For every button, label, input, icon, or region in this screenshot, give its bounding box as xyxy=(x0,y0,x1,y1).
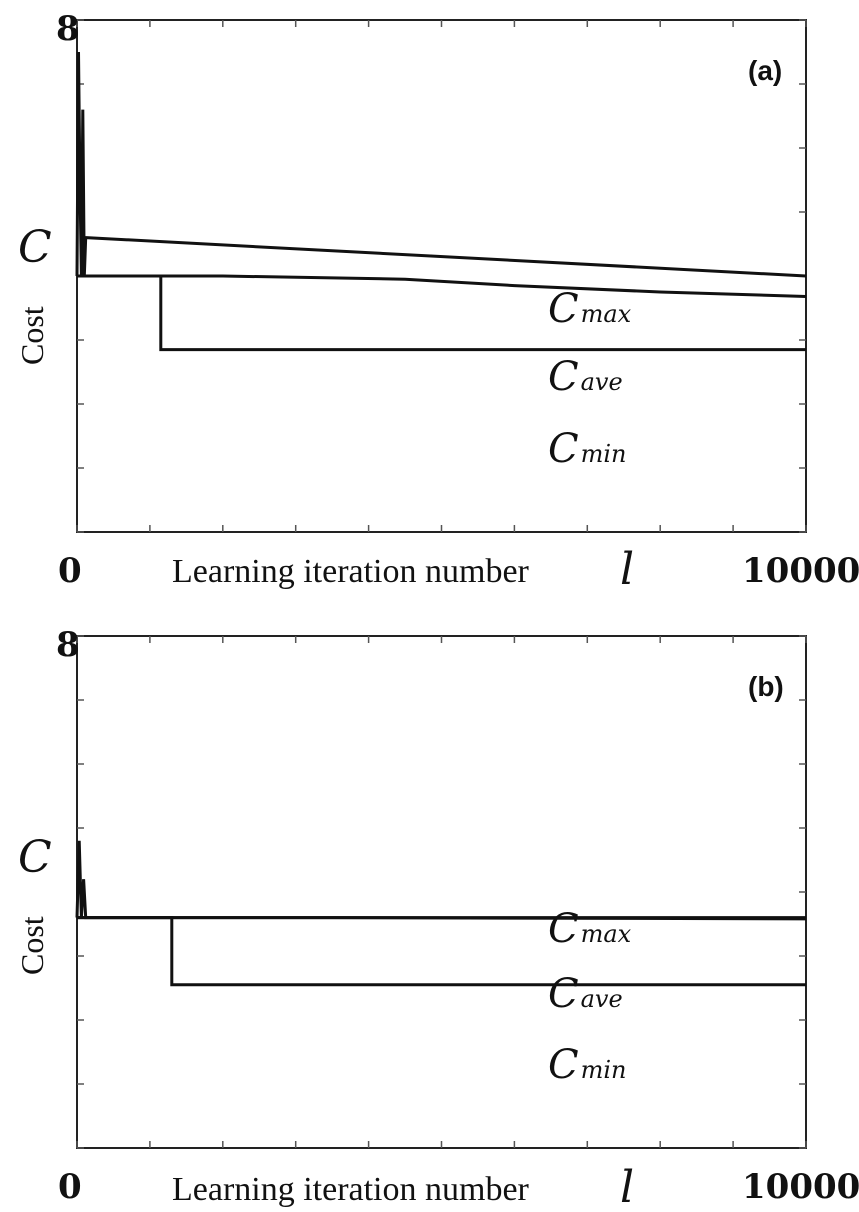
x-tick-label: 10000 xyxy=(742,1167,859,1207)
x-axis-symbol: l xyxy=(620,1162,634,1212)
x-tick-label: 0 xyxy=(58,1167,82,1207)
y-tick-label: 8 xyxy=(56,9,80,49)
series-label-ave: Cave xyxy=(548,354,623,400)
x-tick-label: 0 xyxy=(58,551,82,591)
series-label-max: Cmax xyxy=(548,286,632,332)
series-label-subscript: max xyxy=(581,920,632,948)
series-line-C-min xyxy=(77,916,806,987)
series-line-C-ave xyxy=(77,916,807,921)
series-label-symbol: C xyxy=(548,354,579,400)
y-axis-symbol: C xyxy=(18,222,52,273)
y-axis-symbol: C xyxy=(18,832,52,883)
series-label-symbol: C xyxy=(548,1042,579,1088)
x-tick-label: 10000 xyxy=(742,551,859,591)
series-label-subscript: min xyxy=(581,440,627,468)
series-line-C-ave xyxy=(77,274,807,298)
x-axis-label: Learning iteration number xyxy=(172,1171,530,1208)
x-axis-symbol: l xyxy=(620,544,634,595)
series-label-subscript: ave xyxy=(581,985,623,1013)
y-tick-label: 8 xyxy=(56,625,80,665)
x-axis-label: Learning iteration number xyxy=(172,553,530,590)
series-label-ave: Cave xyxy=(548,971,623,1017)
series-line-C-max xyxy=(75,51,807,278)
panel-label: (b) xyxy=(748,671,784,702)
panel-label: (a) xyxy=(748,55,782,86)
y-axis-label: Cost xyxy=(14,916,50,975)
series-line-C-max xyxy=(75,840,806,920)
series-label-symbol: C xyxy=(548,426,579,472)
series-label-symbol: C xyxy=(548,286,579,332)
panel-b: 0 10000 8 Learning iteration number l Cost C (b… xyxy=(14,625,859,1212)
series-line-C-min xyxy=(77,274,806,352)
series-label-subscript: max xyxy=(581,300,632,328)
y-axis-label: Cost xyxy=(14,306,50,365)
series-label-min: Cmin xyxy=(548,1042,627,1088)
series-label-symbol: C xyxy=(548,906,579,952)
series-label-min: Cmin xyxy=(548,426,627,472)
series-label-subscript: min xyxy=(581,1056,627,1084)
plot-frame xyxy=(76,635,807,1149)
series-label-max: Cmax xyxy=(548,906,632,952)
series-label-subscript: ave xyxy=(581,368,623,396)
panel-a: 0 10000 8 Learning iteration number l Cost C (a… xyxy=(14,9,859,595)
series-label-symbol: C xyxy=(548,971,579,1017)
